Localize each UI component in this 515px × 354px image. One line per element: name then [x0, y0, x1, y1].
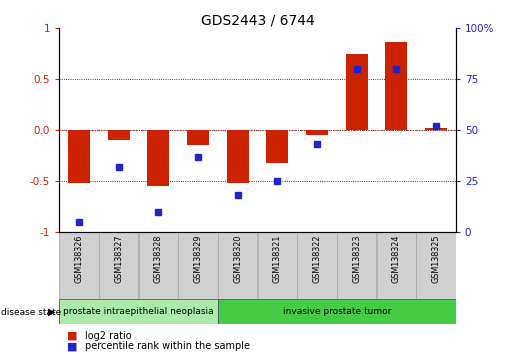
Text: disease state: disease state — [1, 308, 61, 317]
Bar — [147, 130, 169, 186]
Bar — [416, 232, 456, 299]
Text: GSM138326: GSM138326 — [75, 235, 83, 283]
Bar — [218, 232, 258, 299]
Bar — [59, 232, 99, 299]
Text: GSM138320: GSM138320 — [233, 235, 242, 283]
Bar — [178, 232, 218, 299]
Text: GSM138329: GSM138329 — [194, 235, 202, 283]
Bar — [337, 232, 376, 299]
Text: log2 ratio: log2 ratio — [85, 331, 132, 341]
Bar — [68, 130, 90, 183]
Text: invasive prostate tumor: invasive prostate tumor — [283, 307, 391, 316]
Bar — [187, 130, 209, 145]
Text: ▶: ▶ — [48, 307, 56, 317]
Text: GSM138324: GSM138324 — [392, 235, 401, 283]
Bar — [306, 130, 328, 135]
Bar — [227, 130, 249, 183]
Text: GSM138322: GSM138322 — [313, 235, 321, 283]
Bar — [108, 130, 130, 140]
Text: percentile rank within the sample: percentile rank within the sample — [85, 341, 250, 351]
Text: GSM138321: GSM138321 — [273, 235, 282, 283]
Text: prostate intraepithelial neoplasia: prostate intraepithelial neoplasia — [63, 307, 214, 316]
Bar — [266, 130, 288, 163]
Bar — [297, 232, 337, 299]
Bar — [218, 299, 456, 324]
Bar — [376, 232, 416, 299]
Bar — [425, 128, 447, 130]
Bar — [258, 232, 297, 299]
Text: GSM138327: GSM138327 — [114, 235, 123, 283]
Bar — [99, 232, 139, 299]
Text: GSM138328: GSM138328 — [154, 235, 163, 283]
Title: GDS2443 / 6744: GDS2443 / 6744 — [201, 13, 314, 27]
Bar — [385, 41, 407, 130]
Text: GSM138325: GSM138325 — [432, 235, 440, 283]
Text: GSM138323: GSM138323 — [352, 235, 361, 283]
Text: ■: ■ — [67, 331, 77, 341]
Text: ■: ■ — [67, 341, 77, 351]
Bar — [346, 54, 368, 130]
Bar — [139, 232, 178, 299]
Bar — [59, 299, 218, 324]
